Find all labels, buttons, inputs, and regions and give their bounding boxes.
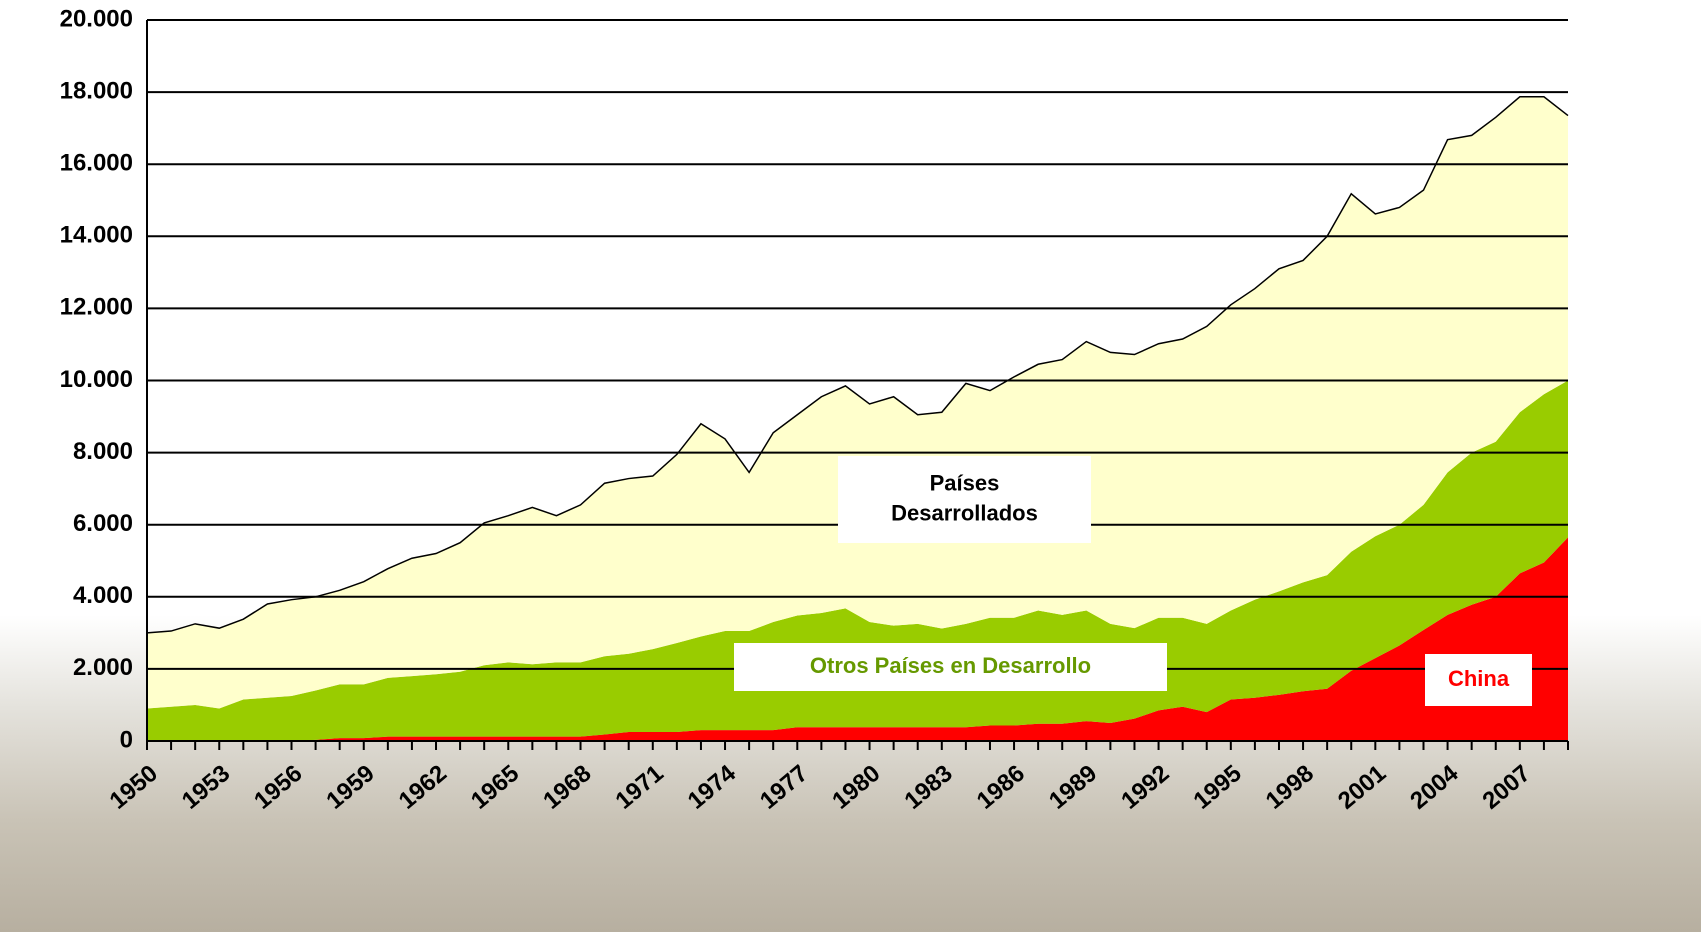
x-tick-label: 1971 (610, 760, 668, 815)
y-tick-label: 4.000 (73, 582, 133, 609)
x-tick-label: 1995 (1188, 760, 1246, 815)
page: 0 2.000 4.000 6.000 8.000 10.000 12.000 14.000 1… (0, 0, 1701, 932)
annotation: Países (930, 470, 1000, 495)
x-tick-label: 1953 (177, 760, 235, 815)
x-tick-label: 1956 (249, 760, 307, 815)
annotation: Desarrollados (891, 500, 1038, 525)
chart: 0 2.000 4.000 6.000 8.000 10.000 12.000 14.000 1… (0, 0, 1701, 932)
x-tick-label: 1965 (466, 760, 524, 815)
x-tick-label: 1980 (827, 760, 885, 815)
x-tick-label: 1998 (1261, 760, 1319, 815)
y-tick-label: 14.000 (60, 222, 133, 249)
y-tick-label: 8.000 (73, 438, 133, 465)
x-tick-label: 2001 (1333, 760, 1391, 815)
x-tick-label: 2004 (1405, 759, 1464, 814)
x-tick-label: 1989 (1044, 760, 1102, 815)
y-tick-label: 6.000 (73, 510, 133, 537)
x-tick-label: 2007 (1478, 760, 1536, 815)
y-tick-label: 0 (120, 726, 133, 753)
y-tick-label: 16.000 (60, 150, 133, 177)
x-tick-label: 1986 (972, 760, 1030, 815)
y-tick-label: 20.000 (60, 5, 133, 32)
annotation: China (1448, 666, 1510, 691)
y-tick-label: 18.000 (60, 77, 133, 104)
x-tick-label: 1974 (683, 759, 742, 814)
x-tick-label: 1950 (105, 760, 163, 815)
annotation: Otros Países en Desarrollo (810, 653, 1091, 678)
x-tick-label: 1959 (321, 760, 379, 815)
x-tick-label: 1962 (394, 760, 452, 815)
y-tick-label: 12.000 (60, 294, 133, 321)
y-tick-label: 2.000 (73, 654, 133, 681)
y-tick-label: 10.000 (60, 366, 133, 393)
x-tick-label: 1968 (538, 760, 596, 815)
x-tick-label: 1977 (755, 760, 813, 815)
x-tick-label: 1983 (899, 760, 957, 815)
x-tick-label: 1992 (1116, 760, 1174, 815)
